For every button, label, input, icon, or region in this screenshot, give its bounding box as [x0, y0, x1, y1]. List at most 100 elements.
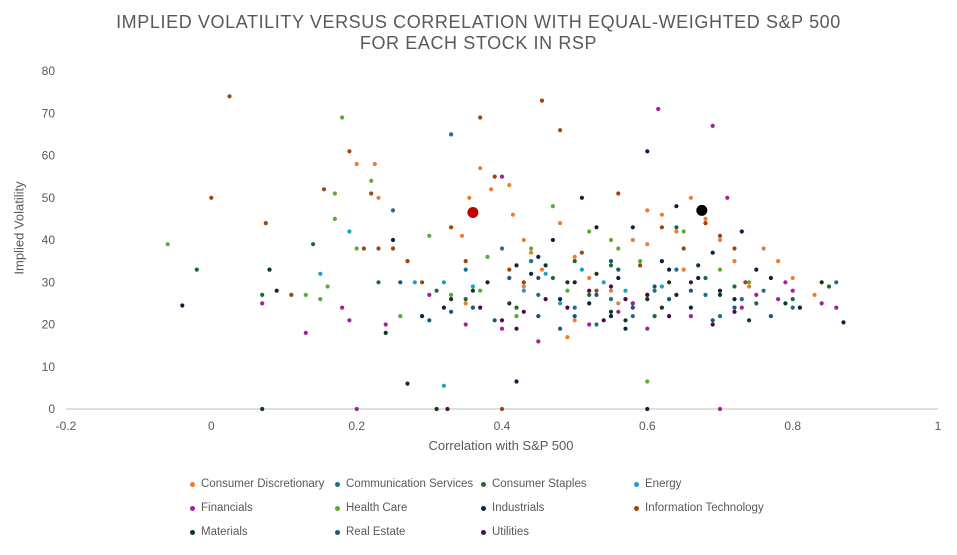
data-point — [645, 242, 650, 247]
data-point — [550, 275, 556, 281]
data-point — [260, 301, 265, 306]
data-point — [674, 229, 679, 234]
legend-label: Industrials — [492, 502, 545, 514]
data-point — [572, 305, 577, 310]
data-point — [529, 259, 534, 264]
data-point — [601, 318, 606, 323]
data-point — [616, 301, 621, 306]
data-point — [318, 297, 323, 302]
data-point — [478, 288, 483, 293]
data-point — [587, 229, 592, 234]
data-point — [703, 292, 708, 297]
data-point — [645, 208, 650, 213]
legend-item: Real Estate — [335, 526, 405, 538]
data-point — [747, 280, 752, 285]
data-point — [514, 379, 519, 384]
legend-marker — [335, 505, 340, 511]
data-point — [347, 318, 352, 323]
data-point — [572, 259, 577, 264]
data-point — [608, 297, 614, 302]
data-point — [521, 280, 526, 285]
data-point — [747, 318, 752, 323]
y-tick-label: 10 — [42, 360, 56, 374]
data-point — [405, 381, 410, 386]
data-point — [768, 275, 774, 281]
data-point — [696, 275, 701, 281]
data-point — [616, 191, 621, 196]
x-tick-label: 1 — [935, 419, 942, 433]
legend-label: Real Estate — [346, 526, 406, 538]
data-point — [688, 280, 694, 285]
data-point — [652, 288, 657, 293]
data-point — [674, 204, 679, 209]
data-point — [608, 314, 614, 319]
data-point — [180, 303, 185, 308]
data-point — [354, 246, 359, 251]
legend-marker — [634, 505, 639, 511]
data-point — [703, 275, 708, 281]
data-point — [463, 267, 468, 272]
legend-marker — [190, 481, 195, 487]
data-point — [645, 406, 650, 412]
data-point — [536, 292, 541, 297]
data-point — [659, 284, 665, 289]
x-axis-label: Correlation with S&P 500 — [428, 438, 574, 453]
legend-label: Financials — [201, 502, 253, 514]
data-point — [732, 309, 737, 314]
data-point — [638, 259, 643, 264]
data-point — [507, 301, 512, 306]
legend-item: Utilities — [481, 526, 529, 538]
data-point — [227, 94, 232, 99]
data-point — [398, 314, 403, 319]
data-point — [427, 318, 432, 323]
data-point — [463, 297, 468, 302]
scatter-points — [165, 94, 846, 412]
data-point — [608, 259, 614, 264]
data-point — [449, 225, 454, 230]
data-point — [710, 318, 715, 323]
data-point — [507, 183, 512, 188]
data-point — [579, 250, 585, 255]
y-tick-label: 30 — [42, 275, 56, 289]
legend-marker — [190, 529, 195, 535]
data-point — [354, 161, 359, 167]
data-point — [510, 212, 515, 217]
data-point — [470, 288, 475, 293]
data-point — [659, 212, 665, 217]
data-point — [587, 292, 592, 297]
data-point — [601, 280, 606, 285]
data-point — [681, 246, 686, 251]
data-point — [514, 305, 519, 310]
data-point — [521, 309, 526, 314]
data-point — [710, 123, 715, 128]
data-point — [470, 305, 475, 310]
data-point — [558, 221, 563, 226]
data-point — [463, 259, 468, 264]
data-point — [594, 292, 599, 297]
data-point — [383, 330, 388, 335]
x-tick-label: -0.2 — [56, 419, 77, 433]
data-point — [645, 297, 650, 302]
data-point — [659, 225, 665, 230]
data-point — [274, 288, 279, 293]
data-point — [754, 301, 759, 306]
data-point — [710, 250, 715, 255]
data-point — [572, 318, 577, 323]
data-point — [507, 267, 512, 272]
data-point — [819, 301, 824, 306]
data-point — [667, 314, 672, 319]
data-point — [681, 267, 686, 272]
data-point — [725, 195, 730, 200]
data-point — [165, 242, 170, 247]
data-point — [790, 275, 795, 281]
data-point — [558, 326, 563, 331]
data-point — [630, 237, 635, 243]
data-point — [536, 339, 541, 344]
legend-marker — [481, 505, 486, 511]
legend-marker — [190, 505, 195, 511]
data-point — [754, 292, 759, 297]
data-point — [565, 288, 570, 293]
data-point — [717, 292, 723, 297]
data-point — [340, 115, 345, 120]
